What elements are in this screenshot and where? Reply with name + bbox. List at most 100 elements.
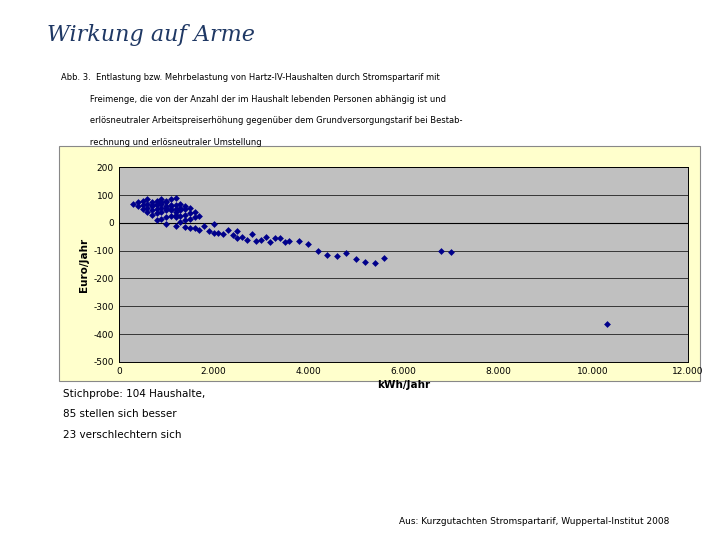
Point [151,209,163,218]
Point [279,238,290,247]
Point [170,200,181,209]
Point [146,210,158,219]
Point [156,204,167,212]
X-axis label: kWh/Jahr: kWh/Jahr [377,380,430,390]
Point [203,227,215,235]
Point [359,258,371,266]
Point [141,199,153,208]
Point [189,207,200,216]
Point [312,246,324,255]
Point [151,197,163,205]
Point [151,205,163,213]
Point [284,237,295,245]
Text: Aus: Kurzgutachten Stromspartarif, Wuppertal-Institut 2008: Aus: Kurzgutachten Stromspartarif, Wuppe… [399,517,670,526]
Point [175,206,186,215]
Point [170,221,181,230]
Point [255,235,266,244]
Point [127,199,139,208]
Point [137,200,148,209]
Point [156,214,167,223]
Point [232,234,243,242]
Point [236,233,248,241]
Point [227,231,238,240]
Point [161,198,172,206]
Point [175,204,186,212]
Point [217,230,229,238]
Point [369,259,380,267]
Point [179,223,191,232]
Point [322,251,333,259]
Point [189,224,200,233]
Point [212,228,224,237]
Text: rechnung und erlösneutraler Umstellung: rechnung und erlösneutraler Umstellung [61,138,262,147]
Point [156,198,167,206]
Point [165,202,176,211]
Point [184,214,196,223]
Point [184,204,196,212]
Point [184,209,196,218]
Point [293,237,305,245]
Point [601,320,613,329]
Point [151,199,163,208]
Point [194,226,205,234]
Point [208,228,220,237]
Point [175,199,186,208]
Point [170,205,181,213]
Point [445,248,456,256]
Point [165,200,176,209]
Point [132,202,143,211]
Point [170,210,181,219]
Point [161,206,172,215]
Point [208,220,220,228]
Point [156,195,167,204]
Point [146,206,158,215]
Point [341,249,352,258]
Point [141,204,153,212]
Point [179,210,191,219]
Point [156,199,167,208]
Point [161,197,172,205]
Point [246,230,257,238]
Point [165,205,176,213]
Point [179,202,191,211]
Point [165,195,176,204]
Point [161,213,172,222]
Point [141,195,153,204]
Point [222,226,233,234]
Point [137,197,148,205]
Point [151,216,163,225]
Point [137,205,148,213]
Text: erlösneutraler Arbeitspreiserhöhung gegenüber dem Grundversorgungstarif bei Best: erlösneutraler Arbeitspreiserhöhung gege… [61,116,463,125]
Point [151,200,163,209]
Point [170,207,181,216]
Point [269,234,281,242]
Point [141,207,153,216]
Point [146,200,158,209]
Point [260,233,271,241]
Point [170,194,181,202]
Point [436,246,447,255]
Point [161,202,172,211]
Point [165,212,176,220]
Point [379,253,390,262]
Point [241,235,253,244]
Point [146,198,158,206]
Point [146,202,158,211]
Text: 85 stellen sich besser: 85 stellen sich besser [63,409,177,420]
Point [179,216,191,225]
Text: Wirkung auf Arme: Wirkung auf Arme [47,24,255,46]
Point [194,212,205,220]
Point [165,206,176,215]
Point [184,224,196,233]
Point [161,204,172,212]
Point [331,252,343,261]
Point [161,220,172,228]
Point [232,227,243,235]
Point [175,217,186,226]
Text: Stichprobe: 104 Haushalte,: Stichprobe: 104 Haushalte, [63,389,206,399]
Point [189,213,200,222]
Point [132,198,143,206]
Point [156,207,167,216]
Text: 23 verschlechtern sich: 23 verschlechtern sich [63,430,182,440]
Point [199,221,210,230]
